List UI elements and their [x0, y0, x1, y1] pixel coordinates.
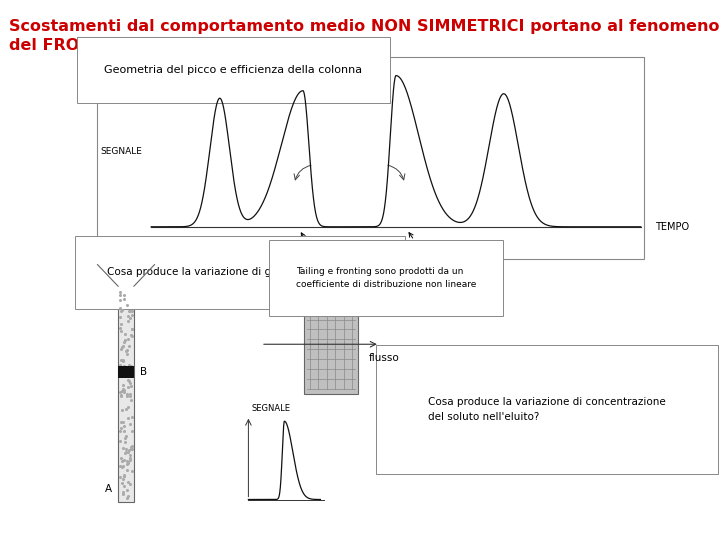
Text: Fronting: Fronting: [289, 233, 331, 253]
Text: TEMPO: TEMPO: [655, 222, 689, 232]
Text: del FRONTING e del TAILING: del FRONTING e del TAILING: [9, 38, 263, 53]
FancyBboxPatch shape: [319, 275, 343, 294]
Text: B: B: [140, 367, 147, 377]
Text: flusso: flusso: [369, 353, 400, 363]
Text: Scostamenti dal comportamento medio NON SIMMETRICI portano al fenomeno: Scostamenti dal comportamento medio NON …: [9, 19, 719, 34]
FancyBboxPatch shape: [305, 294, 359, 394]
Text: SEGNALE: SEGNALE: [252, 404, 291, 413]
Text: Geometria del picco e efficienza della colonna: Geometria del picco e efficienza della c…: [104, 65, 363, 75]
Text: Cosa produce la variazione di concentrazione
del soluto nell'eluito?: Cosa produce la variazione di concentraz…: [428, 397, 666, 422]
Text: detector: detector: [369, 280, 413, 290]
FancyBboxPatch shape: [118, 286, 134, 502]
Text: A: A: [105, 484, 112, 494]
Text: Tailing: Tailing: [403, 233, 436, 253]
Text: Cosa produce la variazione di geometria del picco?: Cosa produce la variazione di geometria …: [107, 267, 373, 278]
Text: Tailing e fronting sono prodotti da un
coefficiente di distribuzione non lineare: Tailing e fronting sono prodotti da un c…: [296, 267, 476, 289]
FancyBboxPatch shape: [118, 366, 134, 378]
Text: SEGNALE: SEGNALE: [101, 147, 143, 156]
FancyBboxPatch shape: [97, 57, 644, 259]
